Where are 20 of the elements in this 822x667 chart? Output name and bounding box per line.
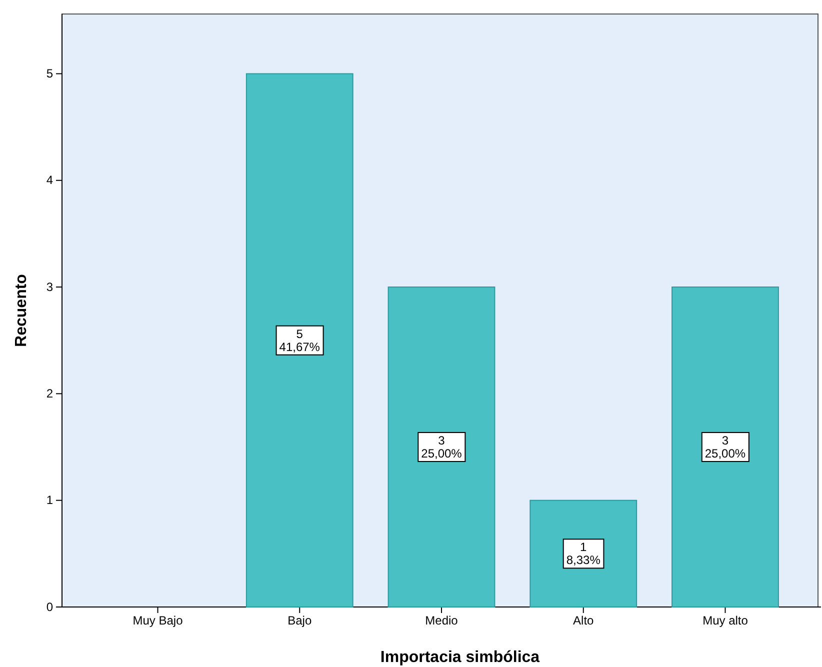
data-label: 1 8,33% (566, 540, 601, 568)
y-tick-label: 1 (46, 493, 54, 508)
x-tick-label: Bajo (288, 614, 312, 628)
y-tick-label: 2 (46, 386, 54, 401)
x-tick-label: Alto (573, 614, 594, 628)
x-tick-label: Muy Bajo (132, 614, 184, 628)
x-tick-label: Medio (425, 614, 458, 628)
bar (672, 286, 779, 608)
data-label: 3 25,00% (421, 434, 462, 461)
x-tick-label: Muy alto (702, 614, 748, 628)
y-tick-label: 3 (46, 280, 54, 294)
data-label: 3 25,00% (704, 434, 746, 461)
y-tick-label: 4 (46, 173, 54, 188)
y-tick-label: 0 (46, 600, 54, 614)
y-tick-label: 5 (46, 66, 54, 81)
y-axis-title: Recuento (13, 274, 30, 347)
data-label: 5 41,67% (279, 326, 320, 354)
bar (246, 73, 354, 608)
bar (388, 286, 496, 608)
x-axis-title: Importacia simbólica (380, 649, 540, 666)
